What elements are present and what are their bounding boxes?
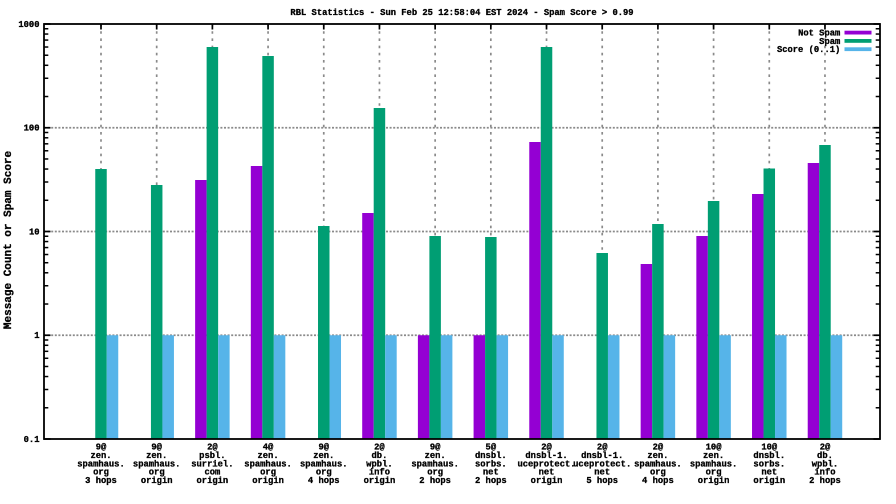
svg-text:zen.: zen. [146,451,167,461]
svg-text:org: org [93,468,109,478]
svg-text:1000: 1000 [18,20,39,30]
svg-text:10@: 10@ [706,443,723,453]
svg-text:org: org [427,468,443,478]
svg-text:4@: 4@ [263,443,274,453]
svg-text:zen.: zen. [90,451,111,461]
svg-text:spamhaus.: spamhaus. [300,459,348,469]
svg-text:Not Spam: Not Spam [798,29,840,39]
svg-text:info: info [814,468,835,478]
svg-text:origin: origin [531,476,563,486]
svg-text:spamhaus.: spamhaus. [690,459,738,469]
svg-text:org: org [316,468,332,478]
svg-text:org: org [149,468,165,478]
svg-text:10@: 10@ [761,443,778,453]
svg-text:origin: origin [141,476,173,486]
svg-text:com: com [204,468,220,478]
svg-text:Message Count or Spam Score: Message Count or Spam Score [3,150,15,329]
svg-text:net: net [539,468,555,478]
svg-text:uceprotect.: uceprotect. [573,459,631,469]
svg-text:2@: 2@ [374,443,385,453]
svg-text:spamhaus.: spamhaus. [244,459,292,469]
svg-text:9@: 9@ [96,443,107,453]
svg-text:spamhaus.: spamhaus. [634,459,682,469]
svg-text:surriel.: surriel. [191,459,233,469]
svg-text:2@: 2@ [207,443,218,453]
svg-text:sorbs.: sorbs. [475,459,507,469]
svg-text:zen.: zen. [425,451,446,461]
svg-text:10: 10 [29,227,40,237]
svg-text:net: net [761,468,777,478]
svg-text:dnsbl.: dnsbl. [475,451,507,461]
svg-text:9@: 9@ [318,443,329,453]
svg-text:5@: 5@ [486,443,497,453]
svg-text:zen.: zen. [703,451,724,461]
svg-text:origin: origin [364,476,396,486]
svg-text:wpbl.: wpbl. [366,459,392,469]
svg-text:2 hops: 2 hops [419,476,451,486]
svg-text:100: 100 [24,124,40,134]
svg-text:org: org [650,468,666,478]
svg-text:dnsbl.: dnsbl. [753,451,785,461]
svg-text:wpbl.: wpbl. [812,459,838,469]
svg-text:2@: 2@ [820,443,831,453]
svg-text:org: org [260,468,276,478]
svg-text:4 hops: 4 hops [642,476,674,486]
svg-text:sorbs.: sorbs. [753,459,785,469]
svg-text:db.: db. [817,451,833,461]
svg-text:dnsbl-1.: dnsbl-1. [581,451,623,461]
svg-text:db.: db. [372,451,388,461]
svg-text:spamhaus.: spamhaus. [77,459,125,469]
svg-text:origin: origin [197,476,229,486]
svg-text:dnsbl-1.: dnsbl-1. [525,451,567,461]
svg-text:0.1: 0.1 [24,435,40,445]
svg-text:zen.: zen. [258,451,279,461]
svg-text:Score (0..1): Score (0..1) [777,45,840,55]
svg-text:info: info [369,468,390,478]
svg-text:net: net [594,468,610,478]
svg-text:2 hops: 2 hops [809,476,841,486]
svg-text:origin: origin [252,476,284,486]
svg-text:2@: 2@ [597,443,608,453]
svg-text:4 hops: 4 hops [308,476,340,486]
svg-text:2@: 2@ [653,443,664,453]
svg-text:Spam: Spam [819,37,840,47]
svg-text:zen.: zen. [647,451,668,461]
svg-text:zen.: zen. [313,451,334,461]
svg-text:3 hops: 3 hops [85,476,117,486]
svg-text:origin: origin [698,476,730,486]
svg-text:1: 1 [34,331,39,341]
svg-text:net: net [483,468,499,478]
svg-text:origin: origin [753,476,785,486]
svg-text:RBL Statistics - Sun Feb 25 12: RBL Statistics - Sun Feb 25 12:58:04 EST… [290,8,633,18]
svg-text:spamhaus.: spamhaus. [411,459,459,469]
svg-text:9@: 9@ [151,443,162,453]
svg-text:9@: 9@ [430,443,441,453]
svg-text:2@: 2@ [541,443,552,453]
svg-text:org: org [706,468,722,478]
svg-text:5 hops: 5 hops [586,476,618,486]
svg-text:psbl.: psbl. [199,451,225,461]
svg-text:spamhaus.: spamhaus. [133,459,181,469]
svg-text:uceprotect.: uceprotect. [517,459,575,469]
svg-text:2 hops: 2 hops [475,476,507,486]
